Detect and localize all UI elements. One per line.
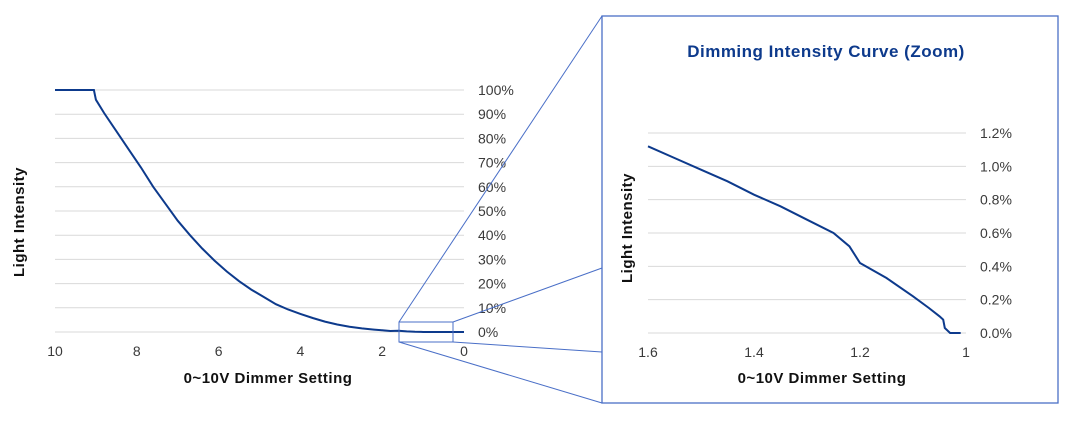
y-tick-label: 0.2% — [980, 292, 1012, 308]
main-x-tick-labels: 10 8 6 4 2 0 — [47, 343, 468, 359]
main-gridlines — [55, 89, 464, 333]
x-tick-label: 1.2 — [850, 344, 870, 360]
main-chart: 0%10%20%30%40%50%60%70%80%90%100% 108642… — [11, 82, 514, 387]
y-tick-label: 0.4% — [980, 258, 1012, 274]
y-tick-label: 0.0% — [980, 325, 1012, 341]
y-tick-label: 100% — [478, 82, 514, 98]
y-tick-label: 0.8% — [980, 192, 1012, 208]
x-tick-label: 0 — [460, 343, 468, 359]
y-tick-label: 1.0% — [980, 158, 1012, 174]
y-tick-label: 0.6% — [980, 225, 1012, 241]
zoom-intensity-curve — [647, 145, 961, 334]
x-tick-label: 1.6 — [638, 344, 658, 360]
zoom-gridlines — [648, 132, 966, 334]
zoom-x-axis-title: 0~10V Dimmer Setting — [738, 370, 907, 387]
x-tick-label: 6 — [215, 343, 223, 359]
main-x-axis-title: 0~10V Dimmer Setting — [184, 370, 353, 387]
zoom-x-tick-labels: 1.6 1.4 1.2 1 — [638, 344, 970, 360]
y-tick-label: 90% — [478, 106, 506, 122]
x-tick-label: 2 — [378, 343, 386, 359]
main-intensity-curve — [55, 89, 464, 333]
callout-line-bottom-left — [398, 341, 603, 404]
zoom-y-tick-labels: 0.0% 0.2% 0.4% 0.6% 0.8% 1.0% 1.2% — [980, 125, 1012, 341]
callout-line-bottom-right — [452, 341, 603, 353]
main-y-axis-title: Light Intensity — [11, 167, 28, 277]
y-tick-label: 1.2% — [980, 125, 1012, 141]
zoom-chart-title: Dimming Intensity Curve (Zoom) — [687, 42, 965, 61]
y-tick-label: 20% — [478, 276, 506, 292]
x-tick-label: 4 — [297, 343, 305, 359]
y-tick-label: 60% — [478, 179, 506, 195]
main-y-tick-labels: 0%10%20%30%40%50%60%70%80%90%100% — [478, 82, 514, 340]
zoom-chart: Dimming Intensity Curve (Zoom) 0.0%0.2%0… — [601, 15, 1059, 404]
y-tick-label: 80% — [478, 130, 506, 146]
y-tick-label: 70% — [478, 155, 506, 171]
zoom-region-box — [398, 321, 454, 343]
y-tick-label: 30% — [478, 251, 506, 267]
zoom-panel-frame — [601, 15, 1059, 404]
x-tick-label: 1.4 — [744, 344, 764, 360]
zoom-callout — [398, 15, 603, 404]
y-tick-label: 40% — [478, 227, 506, 243]
zoom-y-axis-title: Light Intensity — [619, 173, 636, 283]
y-tick-label: 50% — [478, 203, 506, 219]
y-tick-label: 0% — [478, 324, 498, 340]
x-tick-label: 8 — [133, 343, 141, 359]
x-tick-label: 1 — [962, 344, 970, 360]
x-tick-label: 10 — [47, 343, 63, 359]
callout-line-top-left — [398, 15, 603, 323]
callout-line-top-right — [452, 267, 603, 323]
